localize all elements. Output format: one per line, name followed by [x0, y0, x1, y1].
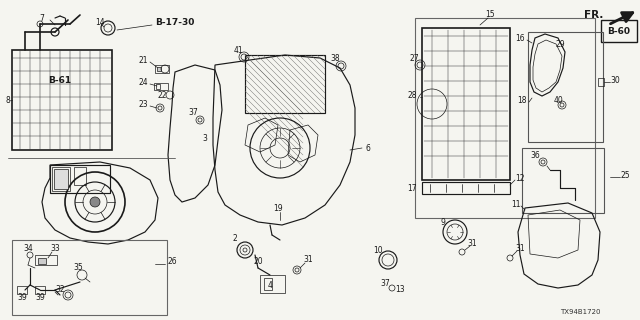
Text: B-17-30: B-17-30: [155, 18, 195, 27]
Text: TX94B1720: TX94B1720: [560, 309, 600, 315]
Bar: [601, 20, 637, 42]
Bar: [156, 84, 160, 89]
Bar: [50, 165, 110, 193]
Text: 18: 18: [517, 95, 527, 105]
Bar: [155, 65, 169, 73]
Text: B-60: B-60: [607, 27, 630, 36]
Circle shape: [90, 197, 100, 207]
Bar: [12, 240, 167, 315]
Text: 15: 15: [485, 10, 495, 19]
Text: 39: 39: [17, 293, 27, 302]
Text: 6: 6: [365, 143, 371, 153]
Text: 31: 31: [303, 255, 313, 265]
Text: 20: 20: [253, 258, 263, 267]
Text: 37: 37: [188, 108, 198, 116]
Text: 16: 16: [515, 34, 525, 43]
Text: 31: 31: [515, 244, 525, 252]
Text: 11: 11: [511, 199, 521, 209]
Bar: [528, 32, 603, 142]
Text: 19: 19: [273, 204, 283, 212]
Text: 21: 21: [138, 55, 148, 65]
Circle shape: [75, 182, 115, 222]
Text: 33: 33: [50, 244, 60, 252]
Text: 32: 32: [55, 285, 65, 294]
Text: 26: 26: [167, 258, 177, 267]
Bar: [12, 50, 112, 150]
Text: 39: 39: [35, 293, 45, 302]
Bar: [52, 167, 70, 191]
Bar: [245, 55, 325, 113]
Text: 2: 2: [232, 234, 237, 243]
Text: 9: 9: [440, 218, 445, 227]
Text: 35: 35: [73, 263, 83, 273]
Text: 8: 8: [5, 95, 10, 105]
Bar: [17, 286, 27, 294]
Circle shape: [83, 190, 107, 214]
Bar: [598, 78, 604, 86]
Text: 30: 30: [610, 76, 620, 84]
Bar: [260, 275, 285, 293]
Circle shape: [65, 172, 125, 232]
Bar: [522, 148, 604, 213]
Text: FR.: FR.: [584, 10, 603, 20]
Text: 3: 3: [203, 133, 207, 142]
Bar: [422, 28, 510, 180]
Text: 24: 24: [138, 77, 148, 86]
Text: 12: 12: [515, 173, 525, 182]
Text: B-61: B-61: [49, 76, 72, 84]
Bar: [422, 182, 510, 194]
Bar: [264, 278, 272, 290]
Bar: [38, 258, 46, 264]
Text: 23: 23: [138, 100, 148, 108]
Text: 34: 34: [23, 244, 33, 252]
Bar: [154, 83, 168, 90]
Bar: [54, 169, 68, 189]
Text: 4: 4: [268, 281, 273, 290]
Bar: [35, 286, 45, 294]
Bar: [74, 167, 86, 185]
Text: 38: 38: [330, 53, 340, 62]
Text: 31: 31: [467, 238, 477, 247]
Text: 25: 25: [620, 171, 630, 180]
Text: 14: 14: [95, 18, 105, 27]
Bar: [415, 18, 595, 218]
Text: 17: 17: [407, 183, 417, 193]
Text: 41: 41: [233, 45, 243, 54]
Text: 7: 7: [40, 13, 44, 22]
Text: 28: 28: [407, 91, 417, 100]
Text: 10: 10: [373, 245, 383, 254]
Text: 29: 29: [555, 39, 565, 49]
Bar: [35, 255, 57, 265]
Text: 27: 27: [409, 53, 419, 62]
Text: 22: 22: [157, 91, 167, 100]
Polygon shape: [42, 162, 158, 244]
Text: 37: 37: [380, 278, 390, 287]
Text: 40: 40: [553, 95, 563, 105]
Text: 13: 13: [395, 285, 405, 294]
Text: 36: 36: [530, 150, 540, 159]
Bar: [157, 67, 161, 71]
